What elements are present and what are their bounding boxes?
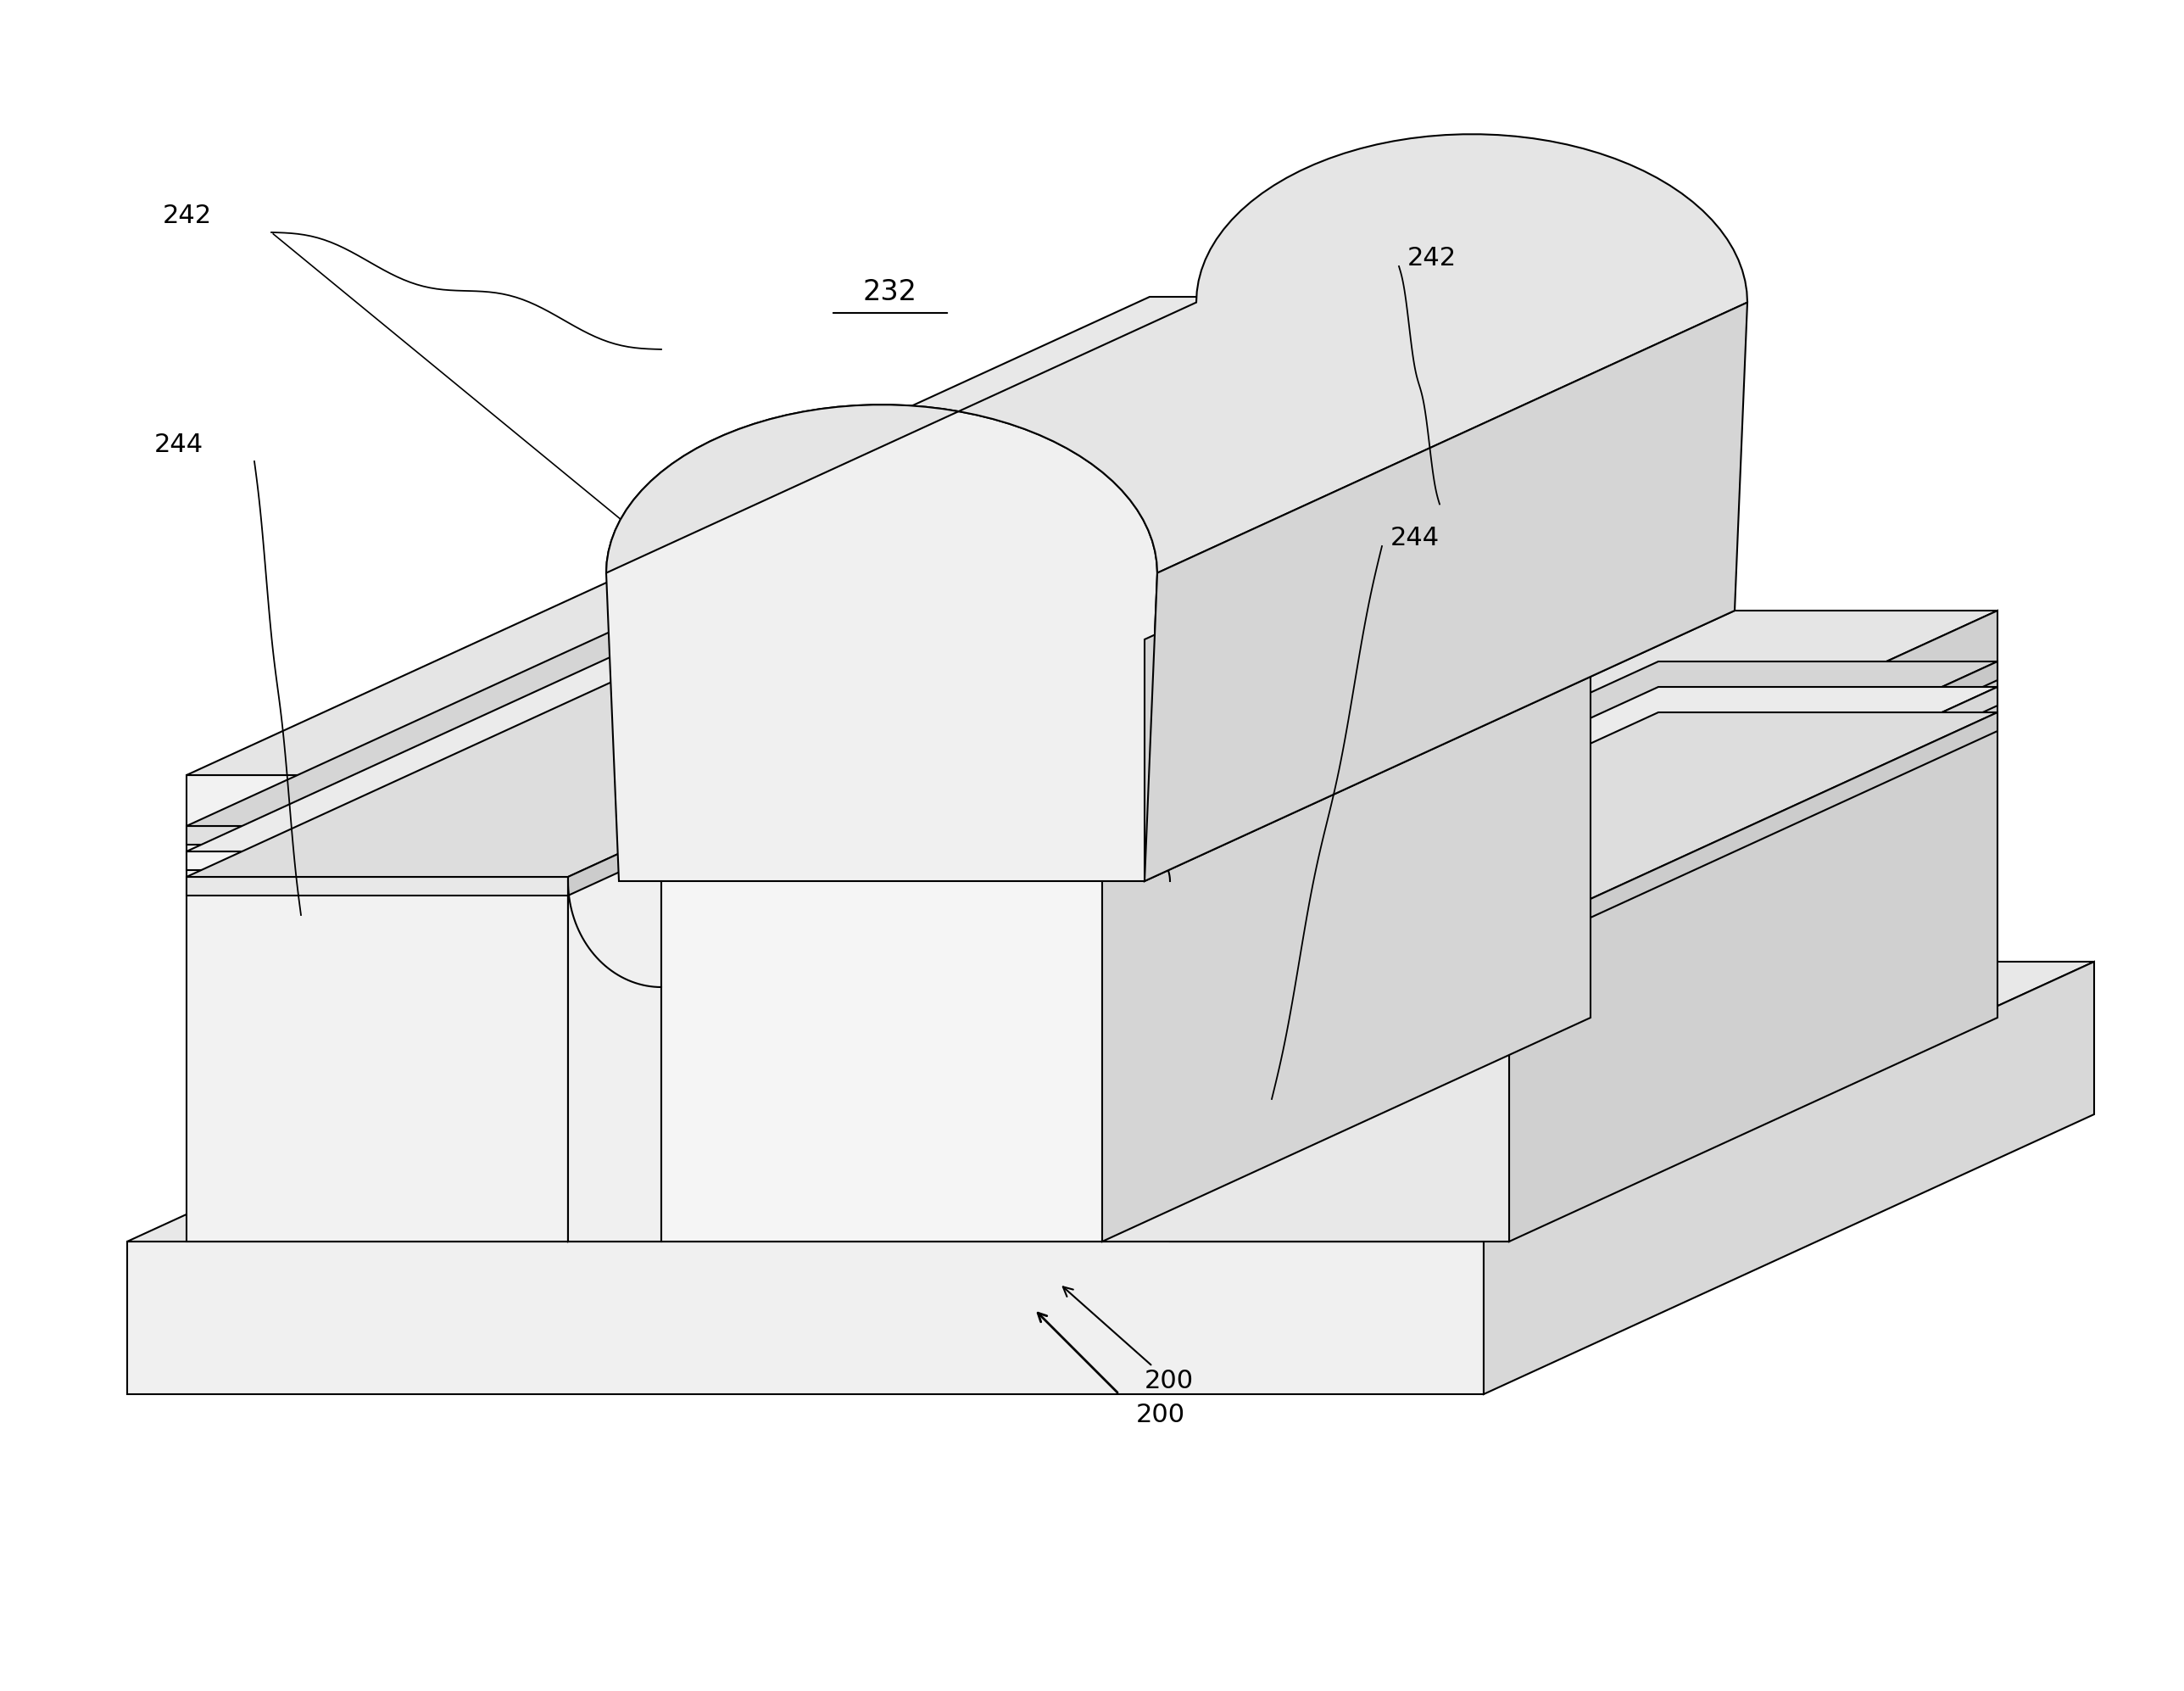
Polygon shape [1103, 298, 1590, 1241]
Text: 244: 244 [155, 433, 203, 457]
Polygon shape [1509, 610, 1998, 1241]
Text: 232: 232 [863, 277, 917, 306]
Polygon shape [1171, 937, 1509, 955]
Polygon shape [1103, 834, 1509, 1241]
Polygon shape [186, 602, 1057, 825]
Polygon shape [186, 825, 568, 844]
Polygon shape [607, 404, 1158, 881]
Polygon shape [568, 774, 662, 1241]
Polygon shape [1509, 661, 1998, 905]
Text: 200: 200 [1136, 1402, 1186, 1427]
Polygon shape [1483, 962, 2094, 1393]
Text: 242: 242 [162, 203, 212, 228]
Polygon shape [1171, 886, 1509, 905]
Polygon shape [1171, 834, 1509, 1241]
Polygon shape [1171, 687, 1998, 911]
Polygon shape [662, 521, 1103, 1241]
Polygon shape [1171, 661, 1998, 886]
Polygon shape [1171, 712, 1998, 937]
Polygon shape [1144, 369, 1734, 881]
Polygon shape [1171, 610, 1998, 834]
Polygon shape [568, 627, 1057, 871]
Polygon shape [1144, 303, 1747, 881]
Polygon shape [186, 852, 568, 871]
Polygon shape [127, 962, 2094, 1241]
Polygon shape [568, 653, 1057, 896]
Polygon shape [186, 627, 1057, 852]
Polygon shape [568, 602, 1057, 844]
Polygon shape [1509, 687, 1998, 930]
Text: 242: 242 [1406, 245, 1457, 271]
Polygon shape [186, 774, 568, 1241]
Polygon shape [662, 298, 1590, 521]
Text: 200: 200 [1064, 1287, 1195, 1393]
Text: 244: 244 [1391, 526, 1439, 550]
Polygon shape [1171, 911, 1509, 930]
Polygon shape [127, 1241, 1483, 1393]
Polygon shape [607, 134, 1747, 573]
Polygon shape [186, 653, 1057, 878]
Polygon shape [186, 878, 568, 896]
Polygon shape [568, 551, 1057, 1241]
Polygon shape [186, 551, 1057, 774]
Polygon shape [1509, 712, 1998, 955]
